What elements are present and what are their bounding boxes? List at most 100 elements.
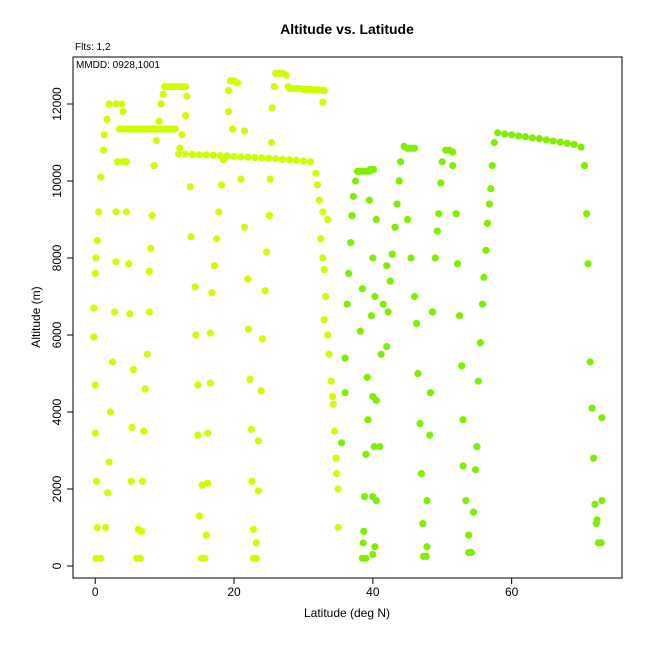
point bbox=[178, 131, 186, 139]
point bbox=[171, 125, 179, 133]
point bbox=[292, 156, 301, 164]
point bbox=[285, 156, 294, 164]
point bbox=[279, 155, 287, 164]
point bbox=[112, 258, 120, 266]
point bbox=[265, 212, 274, 220]
point bbox=[588, 404, 596, 412]
point bbox=[414, 369, 422, 378]
point bbox=[148, 212, 156, 220]
point bbox=[528, 134, 537, 142]
point bbox=[95, 208, 103, 216]
point bbox=[384, 308, 392, 316]
point bbox=[383, 262, 391, 270]
point bbox=[122, 208, 131, 216]
point bbox=[490, 138, 498, 147]
point bbox=[93, 523, 101, 532]
point bbox=[186, 183, 194, 191]
point bbox=[145, 267, 153, 276]
point bbox=[312, 169, 320, 177]
point bbox=[591, 500, 599, 508]
point bbox=[423, 496, 431, 505]
point bbox=[322, 292, 330, 301]
point bbox=[332, 454, 340, 462]
point bbox=[363, 373, 371, 381]
point bbox=[155, 117, 163, 125]
point bbox=[426, 431, 434, 439]
point bbox=[563, 139, 571, 147]
point bbox=[92, 477, 101, 485]
point bbox=[482, 246, 490, 254]
point bbox=[129, 366, 137, 374]
point bbox=[325, 350, 333, 358]
y-tick-label: 0 bbox=[50, 562, 64, 569]
point bbox=[254, 437, 262, 445]
point bbox=[367, 312, 376, 320]
point bbox=[383, 342, 391, 351]
point bbox=[514, 132, 523, 140]
point bbox=[183, 92, 191, 100]
y-tick-label: 8000 bbox=[50, 244, 64, 271]
point bbox=[122, 158, 131, 166]
point bbox=[388, 250, 396, 258]
point bbox=[230, 152, 238, 160]
point bbox=[319, 208, 327, 216]
point bbox=[320, 86, 328, 95]
y-axis-label: Altitude (m) bbox=[29, 286, 43, 347]
x-axis-label: Latitude (deg N) bbox=[304, 606, 390, 620]
point bbox=[240, 223, 249, 231]
point bbox=[306, 158, 314, 166]
point bbox=[91, 269, 99, 277]
point bbox=[542, 136, 550, 144]
point bbox=[258, 154, 266, 162]
point bbox=[403, 215, 412, 224]
point bbox=[583, 210, 591, 218]
point bbox=[319, 98, 327, 106]
point bbox=[449, 148, 457, 156]
point bbox=[267, 138, 276, 147]
point bbox=[127, 477, 135, 485]
point bbox=[254, 487, 262, 495]
point bbox=[598, 496, 606, 505]
point bbox=[152, 136, 160, 145]
point bbox=[334, 485, 342, 493]
point bbox=[483, 219, 491, 227]
point bbox=[113, 158, 122, 166]
point bbox=[90, 333, 98, 341]
point bbox=[435, 210, 443, 218]
y-tick-label: 4000 bbox=[50, 398, 64, 425]
point bbox=[372, 396, 380, 405]
y-tick-label: 12000 bbox=[50, 87, 64, 121]
point bbox=[487, 185, 495, 193]
point bbox=[246, 375, 254, 383]
point bbox=[90, 304, 98, 312]
point bbox=[195, 151, 203, 159]
point bbox=[391, 223, 399, 231]
point bbox=[299, 157, 308, 165]
point bbox=[455, 312, 464, 320]
x-tick-label: 60 bbox=[505, 585, 519, 599]
point bbox=[338, 439, 346, 447]
point bbox=[104, 489, 112, 497]
point bbox=[220, 156, 228, 164]
point bbox=[92, 254, 100, 262]
point bbox=[208, 289, 216, 297]
point bbox=[319, 254, 327, 262]
point bbox=[105, 458, 113, 466]
point bbox=[240, 127, 249, 135]
point bbox=[362, 554, 370, 562]
point bbox=[181, 111, 190, 120]
point bbox=[102, 523, 110, 532]
point bbox=[377, 350, 385, 358]
point bbox=[320, 315, 328, 324]
point bbox=[465, 531, 473, 539]
point bbox=[159, 90, 167, 98]
point bbox=[97, 173, 105, 181]
point bbox=[108, 358, 117, 366]
point bbox=[244, 153, 252, 161]
point bbox=[140, 427, 148, 435]
point bbox=[191, 283, 199, 291]
point bbox=[195, 512, 203, 520]
point bbox=[597, 539, 605, 547]
y-tick-label: 2000 bbox=[50, 475, 64, 502]
x-tick-label: 20 bbox=[227, 585, 241, 599]
